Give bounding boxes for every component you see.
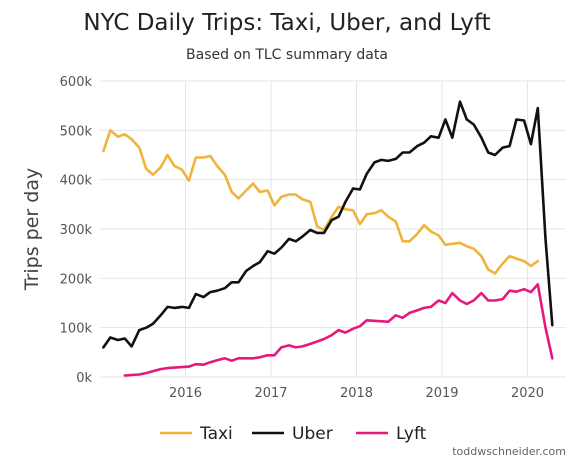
x-tick-label: 2017 [254,386,287,401]
legend-label-uber: Uber [292,424,333,444]
x-tick-label: 2020 [511,386,544,401]
y-tick-label: 100k [60,322,93,337]
y-axis-label: Trips per day [21,168,43,291]
series-line-taxi [102,129,540,275]
x-tick-label: 2019 [425,386,458,401]
y-tick-label: 400k [60,174,93,189]
x-tick-label: 2016 [169,386,202,401]
series-lines [102,100,554,377]
legend: Taxi Uber Lyft [160,424,427,444]
series-line-lyft [123,283,554,377]
y-tick-label: 500k [60,124,93,139]
credit-text: toddwschneider.com [452,445,566,458]
x-axis-ticks: 2016 2017 2018 2019 2020 [169,386,544,401]
y-axis-ticks: 0k 100k 200k 300k 400k 500k 600k [60,75,93,386]
chart-subtitle: Based on TLC summary data [186,47,388,63]
y-tick-label: 0k [76,371,92,386]
legend-label-lyft: Lyft [396,424,427,444]
series-line-uber [102,100,554,349]
x-tick-label: 2018 [340,386,373,401]
y-tick-label: 200k [60,272,93,287]
y-tick-label: 600k [60,75,93,90]
chart-title: NYC Daily Trips: Taxi, Uber, and Lyft [83,10,490,36]
y-tick-label: 300k [60,223,93,238]
legend-label-taxi: Taxi [199,424,233,444]
